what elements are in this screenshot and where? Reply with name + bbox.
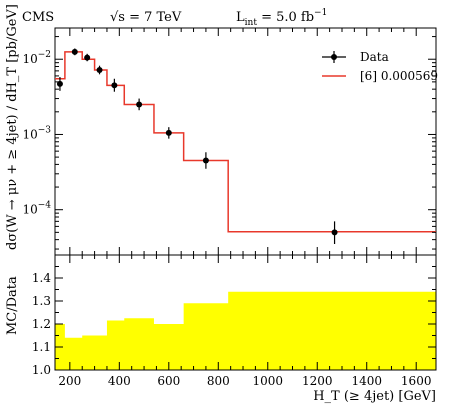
lumi-prefix: L xyxy=(236,10,245,25)
lumi-sub: int xyxy=(245,18,258,28)
x-tick-label: 1400 xyxy=(351,374,382,388)
ratio-y-tick-label: 1.2 xyxy=(32,317,51,331)
ratio-y-tick-label: 1.1 xyxy=(32,340,51,354)
x-tick-label: 400 xyxy=(108,374,131,388)
x-tick-label: 200 xyxy=(58,374,81,388)
main-y-axis-label: dσ(W → μν + ≥ 4jet) / dH_T [pb/GeV] xyxy=(5,4,20,250)
ratio-y-tick-label: 1.3 xyxy=(32,294,51,308)
data-point xyxy=(202,157,209,164)
x-axis-label: H_T (≥ 4jet) [GeV] xyxy=(313,389,436,404)
ratio-band xyxy=(55,291,436,370)
lumi-sup: −1 xyxy=(314,8,327,18)
x-tick-label: 1200 xyxy=(302,374,333,388)
x-tick-label: 800 xyxy=(207,374,230,388)
main-y-tick-label: 10−4 xyxy=(22,201,51,217)
data-point xyxy=(165,129,172,136)
energy-label: √s = 7 TeV xyxy=(110,10,182,25)
main-y-tick-label: 10−3 xyxy=(22,125,51,141)
main-y-tick-label: 10−2 xyxy=(22,50,51,66)
ratio-y-axis-label: MC/Data xyxy=(5,276,20,335)
ratio-plot-area xyxy=(55,291,436,370)
ratio-y-tick-label: 1.0 xyxy=(32,363,51,377)
data-point xyxy=(56,80,63,87)
legend: Data [6] 0.000569 xyxy=(322,50,438,83)
legend-data-label: Data xyxy=(360,50,389,64)
data-point xyxy=(136,101,143,108)
data-point xyxy=(111,82,118,89)
lumi-value: = 5.0 fb xyxy=(257,10,314,25)
main-plot-area xyxy=(55,48,436,245)
lumi-label: Lint = 5.0 fb−1 xyxy=(236,8,327,28)
data-point xyxy=(84,54,91,61)
ratio-y-tick-label: 1.4 xyxy=(32,271,51,285)
data-point xyxy=(331,229,338,236)
experiment-label: CMS xyxy=(22,10,54,25)
data-point xyxy=(71,48,78,55)
legend-mc-label: [6] 0.000569 xyxy=(360,69,438,83)
legend-data-marker xyxy=(331,54,337,60)
data-point xyxy=(96,66,103,73)
x-tick-label: 1600 xyxy=(401,374,432,388)
x-tick-label: 600 xyxy=(157,374,180,388)
x-tick-label: 1000 xyxy=(252,374,283,388)
